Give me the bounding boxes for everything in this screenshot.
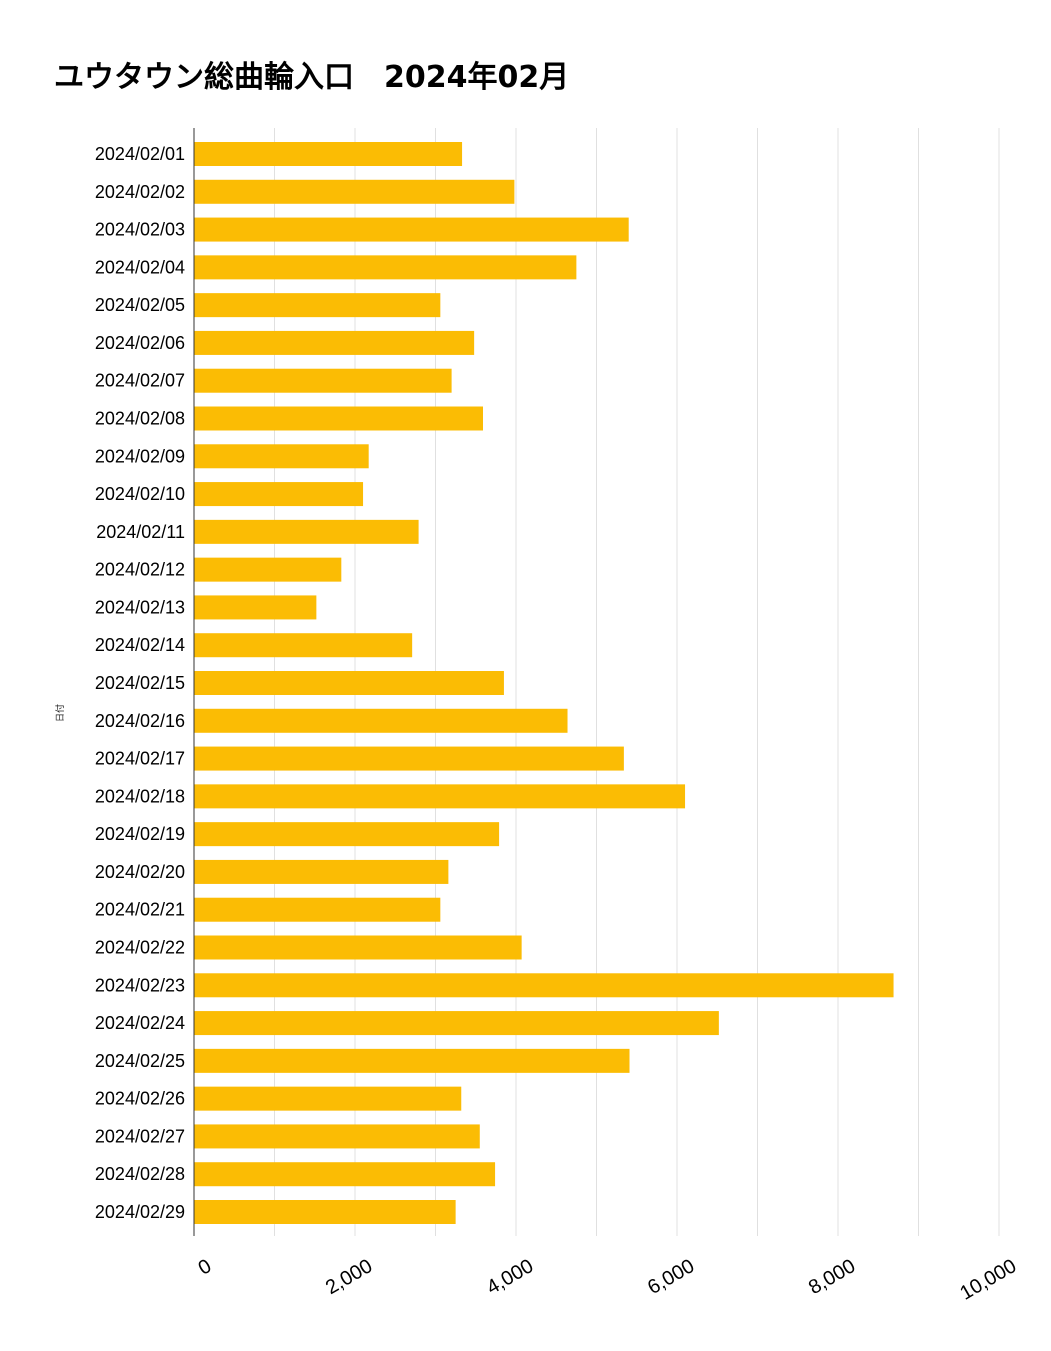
bar (194, 1086, 462, 1111)
x-tick-label: 0 (195, 1255, 216, 1280)
bar (194, 935, 522, 960)
category-label: 2024/02/07 (95, 371, 185, 391)
bar (194, 1124, 480, 1149)
category-label: 2024/02/22 (95, 938, 185, 958)
bar (194, 708, 568, 733)
bar (194, 1162, 496, 1187)
category-label: 2024/02/02 (95, 182, 185, 202)
category-label: 2024/02/01 (95, 144, 185, 164)
category-label: 2024/02/14 (95, 635, 185, 655)
category-label: 2024/02/18 (95, 786, 185, 806)
bar (194, 179, 515, 204)
category-label: 2024/02/27 (95, 1126, 185, 1146)
category-label: 2024/02/08 (95, 409, 185, 429)
bar (194, 293, 441, 318)
bar (194, 557, 342, 582)
bar (194, 217, 629, 242)
category-label: 2024/02/25 (95, 1051, 185, 1071)
bar (194, 897, 441, 922)
bar (194, 519, 419, 544)
category-label: 2024/02/09 (95, 446, 185, 466)
category-label: 2024/02/03 (95, 220, 185, 240)
x-tick-label: 8,000 (805, 1255, 859, 1299)
category-label: 2024/02/29 (95, 1202, 185, 1222)
bar (194, 482, 364, 507)
bar (194, 255, 577, 280)
bar (194, 330, 475, 355)
category-label: 2024/02/26 (95, 1089, 185, 1109)
category-label: 2024/02/23 (95, 975, 185, 995)
bar (194, 633, 413, 658)
bar (194, 784, 686, 809)
category-label: 2024/02/15 (95, 673, 185, 693)
chart-title: ユウタウン総曲輪入口 2024年02月 (54, 60, 570, 95)
bar (194, 406, 483, 431)
category-label: 2024/02/16 (95, 711, 185, 731)
bar (194, 1011, 719, 1036)
bar (194, 859, 449, 884)
category-label: 2024/02/20 (95, 862, 185, 882)
bar (194, 973, 894, 998)
bar (194, 595, 317, 620)
x-tick-label: 2,000 (322, 1255, 376, 1299)
category-label: 2024/02/11 (96, 522, 185, 542)
category-label: 2024/02/24 (95, 1013, 185, 1033)
category-label: 2024/02/19 (95, 824, 185, 844)
y-axis-title: 日付 (55, 704, 66, 722)
x-tick-label: 10,000 (956, 1255, 1020, 1305)
bars (194, 142, 894, 1224)
bar (194, 444, 369, 469)
bar (194, 1200, 456, 1224)
category-label: 2024/02/12 (95, 560, 185, 580)
x-tick-label: 6,000 (644, 1255, 698, 1299)
category-label: 2024/02/10 (95, 484, 185, 504)
category-label: 2024/02/28 (95, 1164, 185, 1184)
category-labels: 2024/02/01 2024/02/02 2024/02/03 2024/02/04… (95, 144, 185, 1222)
bar (194, 822, 500, 847)
bar (194, 142, 463, 166)
category-label: 2024/02/06 (95, 333, 185, 353)
bar (194, 1048, 630, 1073)
category-label: 2024/02/04 (95, 257, 185, 277)
category-label: 2024/02/21 (95, 900, 185, 920)
category-label: 2024/02/05 (95, 295, 185, 315)
bar (194, 746, 624, 771)
x-tick-label: 4,000 (483, 1255, 537, 1299)
bar (194, 671, 504, 695)
category-label: 2024/02/13 (95, 597, 185, 617)
bar (194, 368, 452, 393)
x-tick-labels: 0 2,000 4,000 6,000 8,000 10,000 (195, 1255, 1021, 1305)
category-label: 2024/02/17 (95, 749, 185, 769)
